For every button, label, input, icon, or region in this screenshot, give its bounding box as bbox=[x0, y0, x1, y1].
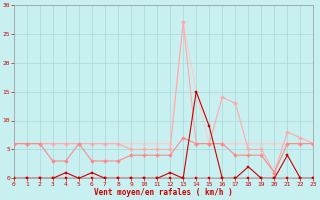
X-axis label: Vent moyen/en rafales ( km/h ): Vent moyen/en rafales ( km/h ) bbox=[94, 188, 233, 197]
